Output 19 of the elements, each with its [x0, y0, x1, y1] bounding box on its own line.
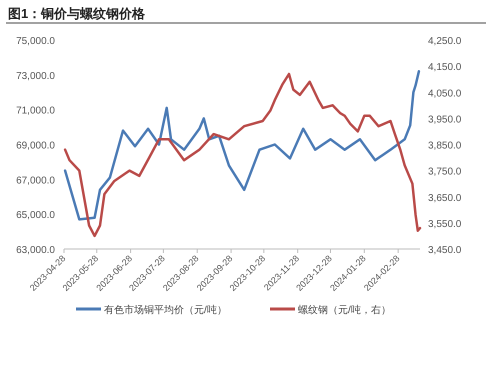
- y-tick-label: 75,000.0: [16, 36, 56, 47]
- y-tick-label: 63,000.0: [16, 245, 56, 256]
- chart-title: 图1：铜价与螺纹钢价格: [8, 6, 146, 21]
- y2-tick-label: 4,250.0: [428, 36, 462, 47]
- y-tick-label: 73,000.0: [16, 70, 56, 82]
- y-tick-label: 67,000.0: [16, 175, 56, 186]
- legend-label: 螺纹钢（元/吨，右）: [298, 304, 391, 316]
- y2-tick-label: 3,850.0: [428, 140, 462, 152]
- y-tick-label: 71,000.0: [16, 106, 56, 117]
- y-tick-label: 69,000.0: [16, 140, 56, 152]
- y2-tick-label: 3,750.0: [428, 166, 462, 178]
- y2-tick-label: 3,650.0: [428, 192, 462, 204]
- legend-label: 有色市场铜平均价（元/吨）: [104, 304, 227, 316]
- y2-tick-label: 3,550.0: [428, 218, 462, 230]
- y2-tick-label: 3,950.0: [428, 114, 462, 126]
- y2-tick-label: 4,150.0: [428, 62, 462, 74]
- y2-tick-label: 3,450.0: [428, 245, 462, 256]
- y-tick-label: 65,000.0: [16, 210, 56, 222]
- y2-tick-label: 4,050.0: [428, 88, 462, 100]
